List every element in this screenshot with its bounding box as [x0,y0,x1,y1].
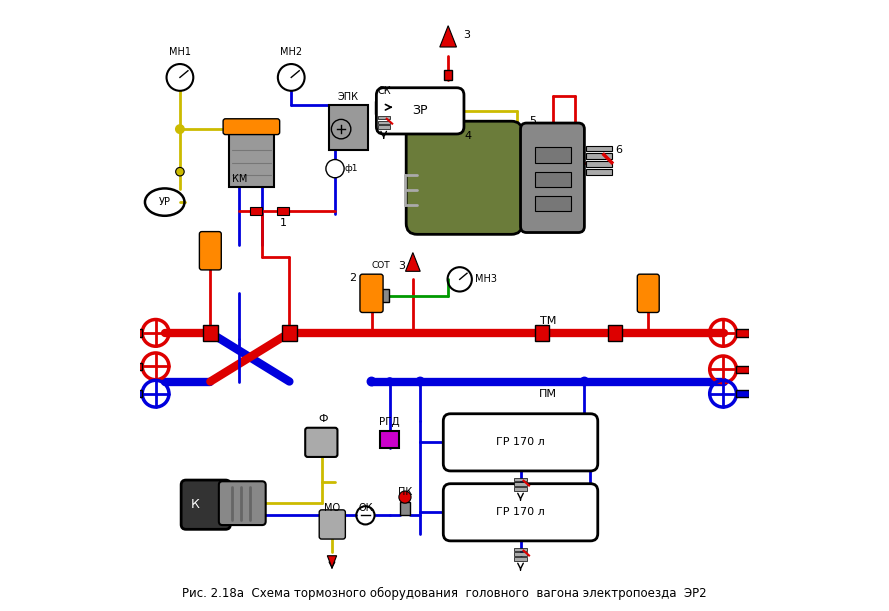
FancyBboxPatch shape [228,132,274,187]
Text: СК: СК [378,86,391,96]
Text: ТМ: ТМ [540,315,557,326]
Polygon shape [440,26,457,47]
Circle shape [581,377,589,386]
Bar [250,207,262,216]
Bar [534,196,571,211]
Circle shape [399,491,411,503]
Text: 1: 1 [280,218,287,229]
FancyBboxPatch shape [223,119,280,134]
Text: ГР 170 л: ГР 170 л [496,437,545,447]
Text: 5: 5 [530,116,537,126]
Bar [534,325,549,341]
Bar [130,363,142,370]
Bar [515,488,526,491]
FancyBboxPatch shape [637,274,660,312]
Text: ф1: ф1 [344,164,357,173]
Bar [586,161,612,167]
Text: ПМ: ПМ [539,389,557,399]
Text: 4: 4 [464,131,471,141]
Text: ЭПК: ЭПК [338,92,359,102]
Bar [380,431,399,448]
FancyBboxPatch shape [219,481,266,525]
Bar [378,120,389,124]
Bar [372,289,388,302]
Bar [736,390,749,397]
Bar [282,325,297,341]
Text: МН2: МН2 [280,46,302,57]
Text: СОТ: СОТ [372,262,390,270]
Text: МН3: МН3 [475,274,497,284]
Bar [586,153,612,159]
Bar [515,552,526,556]
FancyBboxPatch shape [319,510,345,539]
Bar [378,115,389,119]
Text: УР: УР [159,197,171,207]
FancyBboxPatch shape [329,105,368,150]
Bar [515,483,526,486]
FancyBboxPatch shape [406,121,523,235]
Bar [277,207,290,216]
Text: ПК: ПК [398,487,412,497]
Circle shape [386,378,394,385]
Text: РГД: РГД [380,417,400,427]
Bar [203,325,218,341]
Circle shape [326,159,344,178]
Text: ГР 170 л: ГР 170 л [496,507,545,518]
FancyBboxPatch shape [360,274,383,312]
Bar [515,478,526,481]
Bar [378,125,389,129]
Text: 3: 3 [463,30,469,40]
FancyBboxPatch shape [305,428,338,457]
Text: 2: 2 [349,273,356,283]
Polygon shape [405,252,420,271]
Circle shape [176,167,184,176]
Bar [736,366,749,373]
Bar [130,329,142,337]
Text: КМ: КМ [232,174,247,184]
Text: Ф: Ф [318,414,328,424]
Text: МН1: МН1 [169,46,191,57]
Text: 6: 6 [615,145,621,155]
FancyBboxPatch shape [444,414,597,471]
Text: 3: 3 [398,261,405,271]
Text: ОК: ОК [358,503,372,513]
FancyBboxPatch shape [444,484,597,541]
Bar [400,502,410,515]
FancyBboxPatch shape [376,88,464,134]
Bar [130,390,142,397]
Bar [607,325,622,341]
Bar [515,547,526,551]
Bar [444,70,453,81]
Text: МО: МО [324,503,340,513]
FancyBboxPatch shape [521,123,584,233]
Text: К: К [191,499,199,511]
Bar [534,172,571,187]
Text: Рис. 2.18а  Схема тормозного оборудования  головного  вагона электропоезда  ЭР2: Рис. 2.18а Схема тормозного оборудования… [182,587,707,601]
Polygon shape [327,556,337,568]
FancyBboxPatch shape [199,232,221,270]
Bar [586,169,612,175]
Bar [374,101,388,114]
Text: ЗР: ЗР [412,104,428,117]
Bar [515,557,526,561]
Bar [586,145,612,151]
Bar [736,329,749,337]
Circle shape [416,377,424,386]
Circle shape [367,377,376,386]
Circle shape [176,125,184,133]
FancyBboxPatch shape [181,480,230,529]
Bar [534,147,571,163]
